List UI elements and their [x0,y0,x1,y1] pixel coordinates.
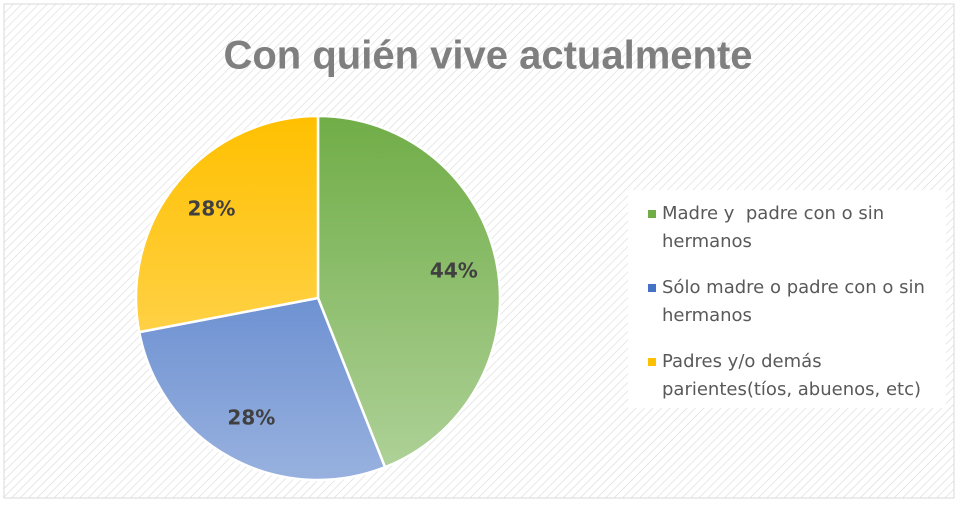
data-label: 28% [227,406,275,430]
pie-slice [134,114,320,334]
legend-entry: Madre y padre con o sin hermanos [648,200,944,256]
legend-swatch [648,284,656,292]
legend-entry: Sólo madre o padre con o sin hermanos [648,274,944,330]
legend-label: Padres y/o demás parientes(tíos, abuenos… [662,351,921,400]
legend-swatch [648,358,656,366]
legend-label: Sólo madre o padre con o sin hermanos [662,277,931,326]
chart-title: Con quién vive actualmente [223,34,752,78]
pie-slice [137,296,387,482]
pie-slice [316,114,502,469]
legend: Madre y padre con o sin hermanos Sólo mad… [628,190,946,408]
data-label: 44% [430,259,478,283]
legend-swatch [648,210,656,218]
legend-label: Madre y padre con o sin hermanos [662,203,890,252]
data-label: 28% [187,196,235,220]
legend-entry: Padres y/o demás parientes(tíos, abuenos… [648,348,944,404]
